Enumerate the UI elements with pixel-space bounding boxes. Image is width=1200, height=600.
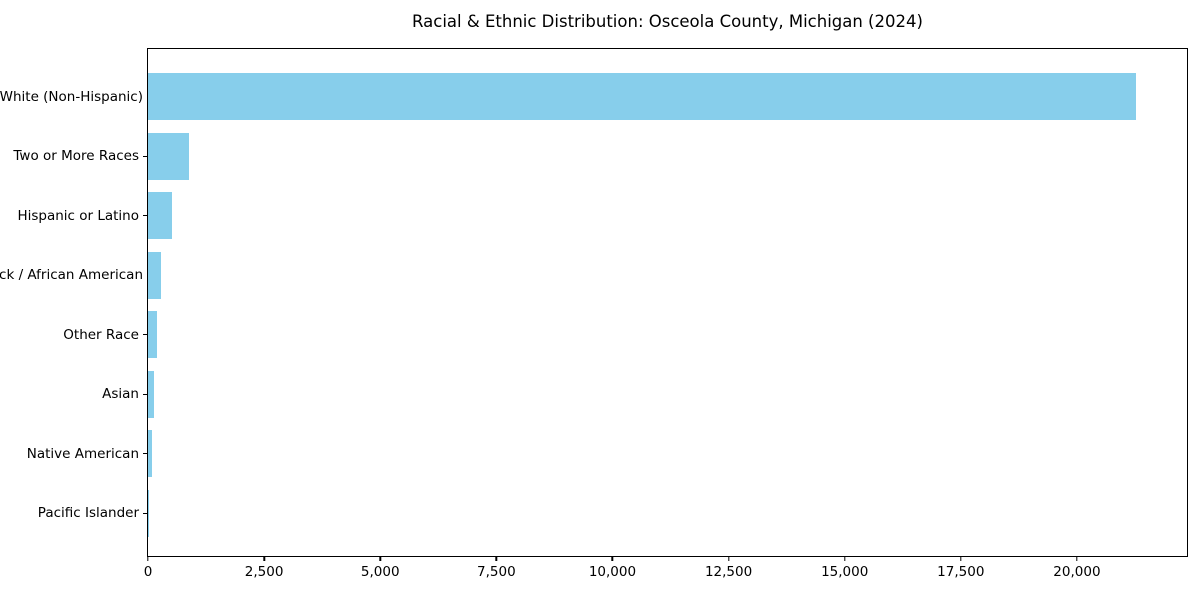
x-tick-mark <box>843 557 846 561</box>
y-tick-mark <box>143 453 147 455</box>
bar <box>148 311 158 359</box>
y-tick-row: Other Race <box>0 305 147 365</box>
bar-row <box>148 365 1187 425</box>
x-tick-label: 12,500 <box>704 564 753 580</box>
y-tick-mark <box>143 512 147 514</box>
x-tick-mark <box>495 557 498 561</box>
x-tick-label: 17,500 <box>937 564 985 580</box>
y-tick-label: Black / African American <box>0 267 143 284</box>
x-tick-mark <box>263 557 265 561</box>
bar-row <box>148 67 1187 127</box>
y-tick-label: Native American <box>26 445 139 462</box>
y-tick-row: Asian <box>0 365 147 425</box>
y-tick-label: Asian <box>102 386 139 403</box>
x-tick-label: 10,000 <box>588 564 637 580</box>
bars-container <box>148 49 1187 556</box>
x-tick-mark <box>960 557 962 561</box>
y-axis-labels: White (Non-Hispanic) Two or More Races His… <box>0 49 147 556</box>
bar-row <box>148 246 1187 306</box>
x-tick-mark <box>147 557 149 561</box>
bar <box>148 192 172 240</box>
bar <box>148 73 1136 121</box>
bar <box>148 251 162 299</box>
y-tick-label: Hispanic or Latino <box>17 207 139 224</box>
y-tick-label: White (Non-Hispanic) <box>0 88 143 105</box>
x-tick-label: 7,500 <box>477 564 516 580</box>
bar-row <box>148 127 1187 187</box>
plot-area <box>147 48 1188 557</box>
x-tick-mark <box>1076 557 1078 561</box>
y-tick-label: Two or More Races <box>13 148 139 165</box>
y-tick-label: Other Race <box>63 326 139 343</box>
x-tick-label: 2,500 <box>244 564 284 580</box>
x-tick-label: 15,000 <box>821 564 869 580</box>
x-tick-label: 20,000 <box>1053 564 1101 580</box>
x-tick-label: 0 <box>143 564 153 580</box>
x-tick-label: 5,000 <box>360 564 400 580</box>
y-tick-row: Pacific Islander <box>0 484 147 544</box>
x-tick-mark <box>379 557 381 561</box>
y-tick-row: Two or More Races <box>0 127 147 187</box>
y-tick-mark <box>143 215 147 217</box>
bar <box>148 430 152 478</box>
y-tick-row: Black / African American <box>0 246 147 306</box>
bar-row <box>148 484 1187 544</box>
y-tick-mark <box>143 155 147 157</box>
y-tick-row: White (Non-Hispanic) <box>0 67 147 127</box>
y-tick-mark <box>143 393 147 395</box>
y-tick-row: Native American <box>0 424 147 484</box>
y-tick-mark <box>143 334 147 336</box>
bar-row <box>148 305 1187 365</box>
x-tick-mark <box>727 557 730 561</box>
x-tick-mark <box>611 557 614 561</box>
bar <box>148 370 154 418</box>
y-tick-label: Pacific Islander <box>37 505 139 522</box>
bar <box>148 132 190 180</box>
y-tick-row: Hispanic or Latino <box>0 186 147 246</box>
x-axis: 0 2,500 5,000 7,500 10,000 12,500 15,000 17,500… <box>144 556 1187 586</box>
chart-title: Racial & Ethnic Distribution: Osceola Co… <box>412 12 923 31</box>
bar-row <box>148 186 1187 246</box>
bar-row <box>148 424 1187 484</box>
